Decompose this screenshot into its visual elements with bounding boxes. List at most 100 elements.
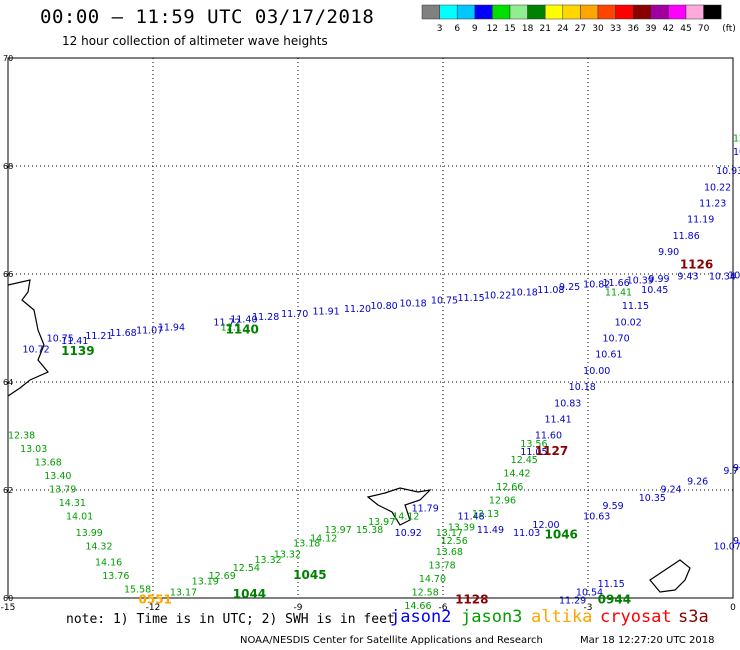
pass-time-label: 1046 bbox=[545, 528, 578, 542]
pass-time-label: 1127 bbox=[535, 444, 568, 458]
swh-data-label: 11.41 bbox=[605, 288, 632, 299]
swh-data-label: 11.03 bbox=[513, 528, 540, 539]
y-tick-label: 60 bbox=[3, 594, 13, 603]
legend-jason3-label: jason3 bbox=[461, 607, 523, 627]
legend-cryosat: cryosat bbox=[600, 607, 672, 627]
legend-altika: altika bbox=[531, 607, 592, 627]
swh-data-label: 12.58 bbox=[412, 587, 439, 598]
x-tick-label: -15 bbox=[1, 603, 16, 610]
swh-data-label: 14.12 bbox=[310, 533, 337, 544]
swh-data-label: 13.03 bbox=[20, 444, 47, 455]
swh-data-label: 13.56 bbox=[520, 439, 547, 450]
scale-tick-label: 70 bbox=[698, 24, 710, 34]
swh-data-label: 10.00 bbox=[583, 366, 610, 377]
swh-data-label: 10.75 bbox=[431, 296, 458, 307]
swh-data-label: 15.58 bbox=[124, 585, 151, 596]
scale-tick-label: 3 bbox=[437, 24, 443, 34]
coastline-iceland bbox=[7, 279, 49, 397]
swh-data-label: 12 bbox=[733, 134, 740, 145]
swh-data-label: 14.42 bbox=[503, 469, 530, 480]
swh-data-label: 13.78 bbox=[429, 560, 456, 571]
swh-data-label: 13.76 bbox=[102, 571, 129, 582]
swh-data-label: 12.38 bbox=[8, 431, 35, 442]
pass-time-label: 1044 bbox=[233, 587, 266, 601]
swh-data-label: 13.68 bbox=[436, 547, 463, 558]
swh-data-label: 10.18 bbox=[511, 288, 538, 299]
units-note: note: 1) Time is in UTC; 2) SWH is in fe… bbox=[66, 612, 395, 627]
x-tick-label: -3 bbox=[584, 603, 593, 610]
swh-data-label: 12.96 bbox=[489, 496, 516, 507]
swh-data-label: 11.40 bbox=[230, 315, 257, 326]
swh-data-label: 14.16 bbox=[95, 558, 122, 569]
swh-data-label: 10.93 bbox=[716, 166, 740, 177]
swh-data-label: 10.83 bbox=[554, 398, 581, 409]
swh-data-label: 10.63 bbox=[583, 512, 610, 523]
swh-data-label: 9.99 bbox=[648, 274, 669, 285]
legend-altika-label: altika bbox=[531, 607, 593, 627]
scale-swatch bbox=[703, 4, 722, 20]
scale-tick-label: 33 bbox=[610, 24, 621, 34]
swh-data-label: 12.45 bbox=[511, 455, 538, 466]
swh-data-label: 14.32 bbox=[85, 541, 112, 552]
swh-data-label: 10.18 bbox=[400, 298, 427, 309]
y-tick-label: 68 bbox=[3, 162, 13, 171]
swh-data-label: 9.26 bbox=[687, 477, 708, 488]
pass-time-label: 1128 bbox=[455, 592, 488, 606]
swh-data-label: 14.12 bbox=[392, 512, 419, 523]
y-tick-label: 70 bbox=[3, 54, 13, 63]
page-title: 00:00 – 11:59 UTC 03/17/2018 bbox=[40, 6, 375, 28]
x-tick-label: -12 bbox=[146, 603, 161, 610]
wave-height-chart: -15 -12 -9 -6 -3 060626466687010.7210.7511.41… bbox=[1, 54, 740, 610]
swh-data-label: 11.49 bbox=[477, 525, 504, 536]
swh-data-label: 11.07 bbox=[136, 325, 163, 336]
swh-data-label: 14.70 bbox=[419, 574, 446, 585]
legend-jason2: jason2 bbox=[390, 607, 451, 627]
swh-data-label: 13.17 bbox=[170, 587, 197, 598]
swh-data-label: 11.91 bbox=[313, 307, 340, 318]
swh-data-label: 11.15 bbox=[598, 579, 625, 590]
scale-tick-label: 45 bbox=[680, 24, 691, 34]
pass-time-label: 0551 bbox=[139, 592, 172, 606]
scale-tick-label: 15 bbox=[504, 24, 515, 34]
swh-data-label: 10.22 bbox=[704, 182, 731, 193]
swh-data-label: 11.28 bbox=[252, 312, 279, 323]
scale-tick-label: 36 bbox=[627, 24, 639, 34]
legend-s3a: s3a bbox=[678, 607, 709, 627]
swh-data-label: 11.15 bbox=[458, 293, 485, 304]
swh-data-label: 9.77 bbox=[723, 466, 740, 477]
swh-data-label: 11.72 bbox=[213, 317, 240, 328]
swh-data-label: 10.61 bbox=[595, 350, 622, 361]
swh-data-label: 12.1 bbox=[221, 323, 242, 334]
swh-data-label: 10.80 bbox=[371, 301, 398, 312]
legend-jason2-label: jason2 bbox=[390, 607, 452, 627]
coastline-shetland bbox=[649, 559, 691, 593]
swh-data-label: 10.54 bbox=[576, 587, 603, 598]
swh-data-label: 11.79 bbox=[412, 504, 439, 515]
swh-data-label: 12.56 bbox=[441, 536, 468, 547]
pass-time-label: 1045 bbox=[293, 568, 326, 582]
swh-data-label: 10.70 bbox=[603, 334, 630, 345]
swh-data-label: 13.39 bbox=[448, 523, 475, 534]
scale-tick-label: 30 bbox=[592, 24, 604, 34]
swh-data-label: 14.31 bbox=[59, 498, 86, 509]
footer-credit: NOAA/NESDIS Center for Satellite Applica… bbox=[240, 635, 543, 646]
legend-s3a-label: s3a bbox=[678, 607, 709, 627]
swh-data-label: 10.39 bbox=[627, 276, 654, 287]
swh-data-label: 13.79 bbox=[49, 485, 76, 496]
color-scale-bar: 3 6 9 12 15 18 21 24 27 30 33 36 39 42 45 70 (ft) bbox=[421, 4, 736, 34]
swh-data-label: 14.01 bbox=[66, 512, 93, 523]
scale-tick-label: 12 bbox=[487, 24, 498, 34]
swh-data-label: 11.94 bbox=[158, 323, 185, 334]
swh-data-label: 10.22 bbox=[484, 290, 511, 301]
pass-time-label: 1140 bbox=[226, 322, 259, 336]
swh-data-label: 10.22 bbox=[728, 270, 740, 281]
swh-data-label: 11.86 bbox=[673, 231, 700, 242]
swh-data-label: 13.18 bbox=[293, 539, 320, 550]
swh-data-label: 11.19 bbox=[687, 215, 714, 226]
swh-data-label: 10.82 bbox=[583, 280, 610, 291]
pass-time-label: 1126 bbox=[680, 258, 713, 272]
swh-data-label: 13.19 bbox=[192, 577, 219, 588]
swh-data-label: 13.99 bbox=[76, 528, 103, 539]
swh-data-label: 10.72 bbox=[23, 344, 50, 355]
coastline-faroe bbox=[366, 487, 432, 526]
